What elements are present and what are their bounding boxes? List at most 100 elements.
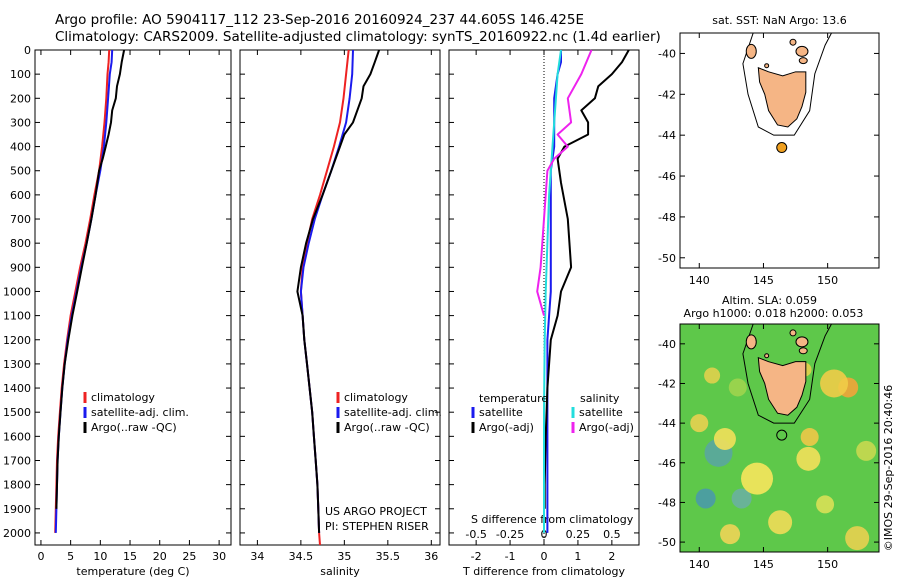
map-title: Altim. SLA: 0.059: [722, 294, 817, 307]
depth-tick-label: 700: [10, 213, 31, 226]
map-y-tick-label: -46: [658, 170, 676, 183]
map-y-tick-label: -44: [658, 417, 676, 430]
legend-label: Argo(..raw -QC): [91, 421, 177, 434]
map-y-tick-label: -46: [658, 457, 676, 470]
figure-title-line1: Argo profile: AO 5904117_112 23-Sep-2016…: [55, 12, 584, 28]
depth-tick-label: 1200: [3, 334, 31, 347]
island-land: [764, 63, 770, 69]
island-land: [745, 334, 757, 350]
depth-tick-label: 100: [10, 68, 31, 81]
map-x-tick-label: 145: [753, 558, 774, 571]
legend-label: Argo(..raw -QC): [344, 421, 430, 434]
sla-anomaly: [820, 369, 849, 398]
map-body: [680, 324, 879, 552]
isobath-contour: [742, 324, 832, 424]
map-y-tick-label: -48: [658, 211, 676, 224]
depth-tick-label: 900: [10, 261, 31, 274]
x-axis-label: salinity: [320, 565, 360, 578]
series-line: [296, 49, 381, 533]
legend-label: Argo(-adj): [479, 421, 534, 434]
depth-tick-label: 200: [10, 92, 31, 105]
legend-label: Argo(-adj): [579, 421, 634, 434]
map-frame: [679, 323, 880, 553]
legend-label: climatology: [91, 391, 155, 404]
series-line: [55, 49, 126, 509]
x-tick-label: 2: [608, 550, 615, 563]
panel-differences: -2 -1 0 1 2 T difference from climatology S di…: [448, 49, 640, 578]
x-tick-label: 34: [250, 550, 264, 563]
x-tick-label: 0: [541, 550, 548, 563]
map-body: [742, 33, 832, 154]
legend-title: salinity: [580, 392, 620, 405]
island-land: [798, 57, 808, 65]
sla-anomaly: [728, 378, 747, 397]
map-frame: [679, 32, 880, 269]
map-x-tick-label: 140: [689, 558, 710, 571]
x-axis-label: temperature (deg C): [76, 565, 189, 578]
map-y-tick-label: -44: [658, 129, 676, 142]
x-tick-label: 34.5: [289, 550, 314, 563]
sla-anomaly: [796, 446, 821, 471]
x-tick-label: -1: [505, 550, 516, 563]
s-tick-label: 0.5: [603, 528, 621, 541]
sla-anomaly: [800, 428, 819, 447]
x-tick-label: 36: [424, 550, 438, 563]
map-y-tick-label: -40: [658, 47, 676, 60]
depth-tick-label: 0: [24, 44, 31, 57]
s-tick-label: 0: [541, 528, 548, 541]
depth-tick-label: 1800: [3, 479, 31, 492]
x-tick-label: 35.5: [376, 550, 401, 563]
x-tick-label: 15: [123, 550, 137, 563]
sla-anomaly: [713, 427, 736, 450]
island-land: [795, 45, 809, 57]
sla-anomaly: [741, 462, 774, 495]
map-subtitle: Argo h1000: 0.018 h2000: 0.053: [684, 307, 864, 320]
sla-anomaly: [690, 414, 709, 433]
x-tick-label: 0: [37, 550, 44, 563]
map-sla-map: 140 145 150 -40 -42 -44 -46 -48 -50 Altim. SLA: 0…: [658, 294, 895, 571]
argo-marker: [776, 142, 788, 154]
depth-tick-label: 1700: [3, 454, 31, 467]
panel-frame: [34, 49, 232, 546]
x-tick-label: -2: [471, 550, 482, 563]
s-tick-label: -0.25: [496, 528, 524, 541]
sla-anomaly: [731, 488, 752, 509]
tasmania-land: [757, 66, 807, 128]
copyright-label: ©IMOS 29-Sep-2016 20:40:46: [882, 385, 895, 551]
series-line: [543, 49, 630, 509]
island-land: [745, 43, 757, 59]
sla-anomaly: [720, 524, 741, 545]
depth-tick-label: 500: [10, 165, 31, 178]
island-land: [789, 38, 797, 46]
map-x-tick-label: 140: [689, 274, 710, 287]
depth-tick-label: 400: [10, 141, 31, 154]
sla-anomaly: [816, 495, 835, 514]
depth-tick-label: 300: [10, 116, 31, 129]
series-line: [536, 49, 593, 316]
sla-anomaly: [704, 367, 721, 384]
depth-tick-label: 800: [10, 237, 31, 250]
map-y-tick-label: -50: [658, 252, 676, 265]
depth-tick-label: 1300: [3, 358, 31, 371]
island-land: [795, 336, 809, 348]
map-sst-map: 140 145 150 -40 -42 -44 -46 -48 -50 sat. SST: NaN…: [658, 14, 880, 287]
x-axis-label: T difference from climatology: [462, 565, 625, 578]
legend-label: satellite: [579, 406, 623, 419]
x-tick-label: 35: [337, 550, 351, 563]
map-x-tick-label: 145: [753, 274, 774, 287]
depth-tick-label: 1000: [3, 285, 31, 298]
sla-anomaly: [856, 440, 877, 461]
panel-frame: [239, 49, 441, 546]
map-x-tick-label: 150: [817, 274, 838, 287]
panel-temperature: 0100200300400500600700800900100011001200…: [3, 44, 232, 578]
legend-label: satellite-adj. clim.: [344, 406, 442, 419]
panel-annotation: US ARGO PROJECT: [325, 505, 427, 518]
x-tick-label: 25: [182, 550, 196, 563]
map-title: sat. SST: NaN Argo: 13.6: [712, 14, 846, 27]
s-tick-label: 0.25: [566, 528, 591, 541]
tasmania-land: [757, 356, 807, 416]
depth-tick-label: 1400: [3, 382, 31, 395]
s-tick-label: -0.5: [465, 528, 486, 541]
map-y-tick-label: -50: [658, 536, 676, 549]
sla-anomaly: [768, 510, 793, 535]
